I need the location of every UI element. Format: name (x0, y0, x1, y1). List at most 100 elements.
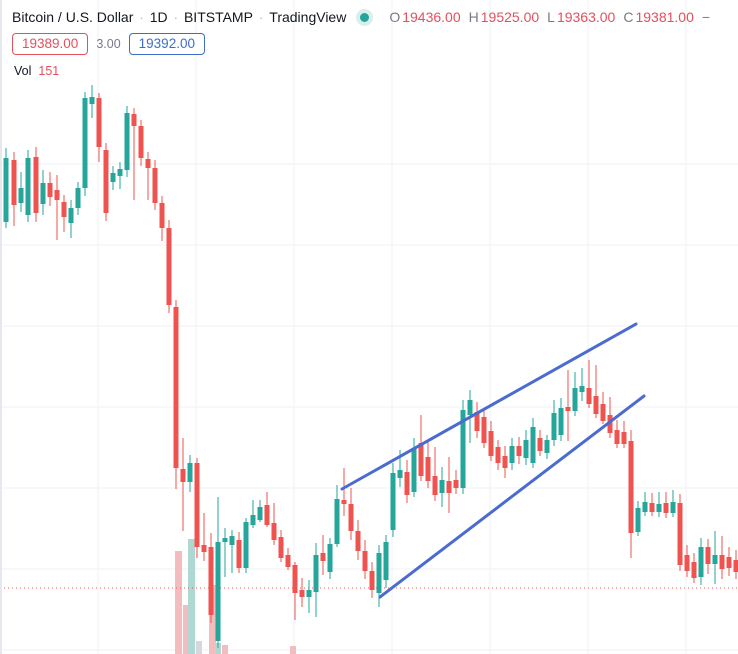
low-label: L (547, 9, 555, 25)
trendline-channel-upper[interactable] (340, 322, 638, 491)
provider-label[interactable]: TradingView (269, 9, 347, 25)
candle-up (89, 97, 95, 104)
candle-up (243, 522, 249, 568)
spread-value: 3.00 (96, 37, 121, 51)
symbol-title[interactable]: Bitcoin / U.S. Dollar (12, 9, 134, 25)
candle-down (726, 557, 732, 568)
candle-up (3, 158, 9, 222)
candle-down (61, 202, 67, 217)
candle-down (348, 504, 354, 531)
candle-up (222, 538, 228, 542)
candle-up (467, 400, 473, 415)
candle-down (719, 555, 725, 569)
candle-down (362, 551, 368, 571)
candle-up (215, 542, 221, 641)
candle-down (684, 555, 690, 571)
candle-down (264, 505, 270, 525)
separator-dot: · (139, 9, 144, 25)
candle-up (334, 499, 340, 544)
high-value: 19525.00 (480, 9, 540, 25)
candle-up (313, 555, 319, 592)
candle-down (446, 481, 452, 493)
candle-up (642, 502, 648, 512)
candle-down (236, 540, 242, 568)
candle-down (201, 545, 207, 552)
candle-down (621, 432, 627, 444)
candle-up (523, 440, 529, 458)
candle-up (530, 427, 536, 463)
candle-up (383, 542, 389, 580)
volume-bar (290, 646, 296, 654)
candle-down (194, 463, 200, 547)
candle-up (635, 508, 641, 532)
candle-down (131, 114, 137, 126)
candle-down (663, 503, 669, 513)
candle-down (369, 571, 375, 590)
candle-down (593, 396, 599, 414)
volume-row: Vol 151 (14, 64, 738, 78)
ohlc-readout: O 19436.00 H 19525.00 L 19363.00 C 19381… (389, 9, 710, 25)
candle-down (271, 523, 277, 540)
trendline-channel-lower[interactable] (378, 394, 646, 599)
candle-down (425, 457, 431, 481)
candle-up (551, 413, 557, 440)
candle-up (397, 470, 403, 478)
sell-bid-button[interactable]: 19389.00 (12, 33, 89, 55)
candle-down (537, 438, 543, 451)
candle-down (628, 441, 634, 533)
chart-legend: Bitcoin / U.S. Dollar · 1D · BITSTAMP · … (12, 9, 738, 78)
candle-down (565, 407, 571, 411)
buy-ask-button[interactable]: 19392.00 (128, 33, 205, 55)
volume-bar (175, 551, 182, 654)
volume-bar (183, 605, 188, 654)
candle-down (705, 547, 711, 564)
candle-down (47, 183, 53, 197)
open-label: O (389, 9, 401, 25)
candle-down (432, 476, 438, 495)
candle-up (250, 515, 256, 525)
candle-down (152, 168, 158, 203)
candle-up (327, 544, 333, 572)
candle-up (670, 502, 676, 513)
volume-bar (188, 539, 195, 654)
candle-up (229, 536, 235, 545)
separator-dot: · (258, 9, 264, 25)
candle-up (572, 388, 578, 411)
candle-down (145, 159, 151, 168)
candle-up (656, 504, 662, 512)
market-status-dot-icon[interactable] (360, 12, 370, 22)
close-label: C (623, 9, 634, 25)
candle-down (614, 430, 620, 444)
exchange-label[interactable]: BITSTAMP (183, 9, 253, 25)
candle-up (460, 410, 466, 488)
candle-down (208, 547, 214, 615)
candle-down (96, 98, 102, 147)
candle-down (453, 480, 459, 488)
candle-up (509, 446, 515, 463)
candle-up (18, 188, 24, 203)
candle-down (474, 412, 480, 431)
volume-bar (222, 645, 228, 654)
candle-down (404, 472, 410, 495)
candle-down (299, 590, 305, 597)
candle-up (390, 473, 396, 530)
candle-down (481, 417, 487, 443)
candle-up (376, 553, 382, 593)
candle-down (607, 415, 613, 433)
candle-down (649, 503, 655, 512)
candle-up (117, 169, 123, 176)
candle-up (439, 480, 445, 493)
quote-row: 19389.00 3.00 19392.00 (12, 33, 738, 55)
candle-down (278, 537, 284, 558)
candle-up (68, 208, 74, 223)
interval-label[interactable]: 1D (149, 9, 168, 25)
volume-bar (196, 641, 202, 654)
candle-down (320, 553, 326, 561)
candle-down (341, 500, 347, 504)
candle-down (502, 456, 508, 468)
candle-down (488, 431, 494, 456)
symbol-row: Bitcoin / U.S. Dollar · 1D · BITSTAMP · … (12, 9, 738, 25)
candle-down (691, 562, 697, 578)
candle-down (285, 555, 291, 567)
